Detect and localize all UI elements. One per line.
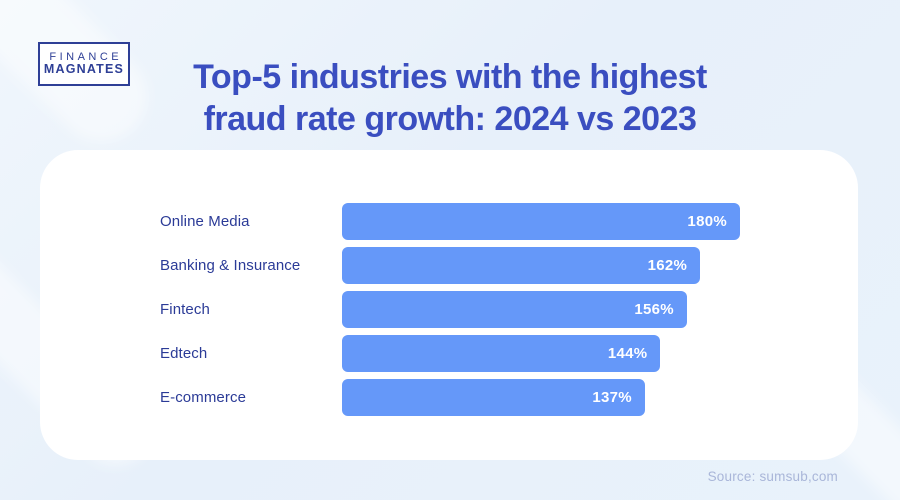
bar: 144% <box>342 335 661 372</box>
bar-value-label: 144% <box>607 345 648 362</box>
bar-value-label: 137% <box>592 389 632 406</box>
bar: 137% <box>342 379 645 416</box>
logo-text-magnates: MAGNATES <box>43 62 125 77</box>
category-label: Online Media <box>160 213 250 230</box>
category-label: Fintech <box>160 301 210 318</box>
bar: 180% <box>342 203 740 240</box>
bar-track: 137% <box>342 379 740 416</box>
bar: 156% <box>342 291 687 328</box>
chart-row: Fintech 156% <box>160 291 838 328</box>
chart-title-line2: fraud rate growth: 2024 vs 2023 <box>203 100 697 138</box>
chart-row: Banking & Insurance 162% <box>160 247 838 284</box>
bar-track: 156% <box>342 291 740 328</box>
bar-value-label: 180% <box>687 213 727 230</box>
finance-magnates-logo: FINANCE MAGNATES <box>38 42 130 86</box>
chart-card: Online Media 180% Banking & Insurance 162% F… <box>40 150 858 460</box>
logo-text-finance: FINANCE <box>49 51 123 64</box>
category-label: Edtech <box>160 345 208 362</box>
bar: 162% <box>342 247 701 284</box>
chart-row: Edtech 144% <box>160 335 838 372</box>
chart-row: Online Media 180% <box>160 203 838 240</box>
bar-track: 144% <box>342 335 740 372</box>
bar-chart: Online Media 180% Banking & Insurance 162% F… <box>160 203 838 423</box>
chart-row: E-commerce 137% <box>160 379 838 416</box>
bar-value-label: 156% <box>634 301 674 318</box>
category-label: E-commerce <box>160 389 247 406</box>
bar-track: 180% <box>342 203 740 240</box>
source-attribution: Source: sumsub,com <box>707 469 838 484</box>
category-label: Banking & Insurance <box>160 257 301 274</box>
chart-title: Top-5 industries with the highest fraud … <box>0 56 900 140</box>
chart-title-line1: Top-5 industries with the highest <box>193 58 707 96</box>
bar-track: 162% <box>342 247 740 284</box>
bar-value-label: 162% <box>647 257 688 274</box>
